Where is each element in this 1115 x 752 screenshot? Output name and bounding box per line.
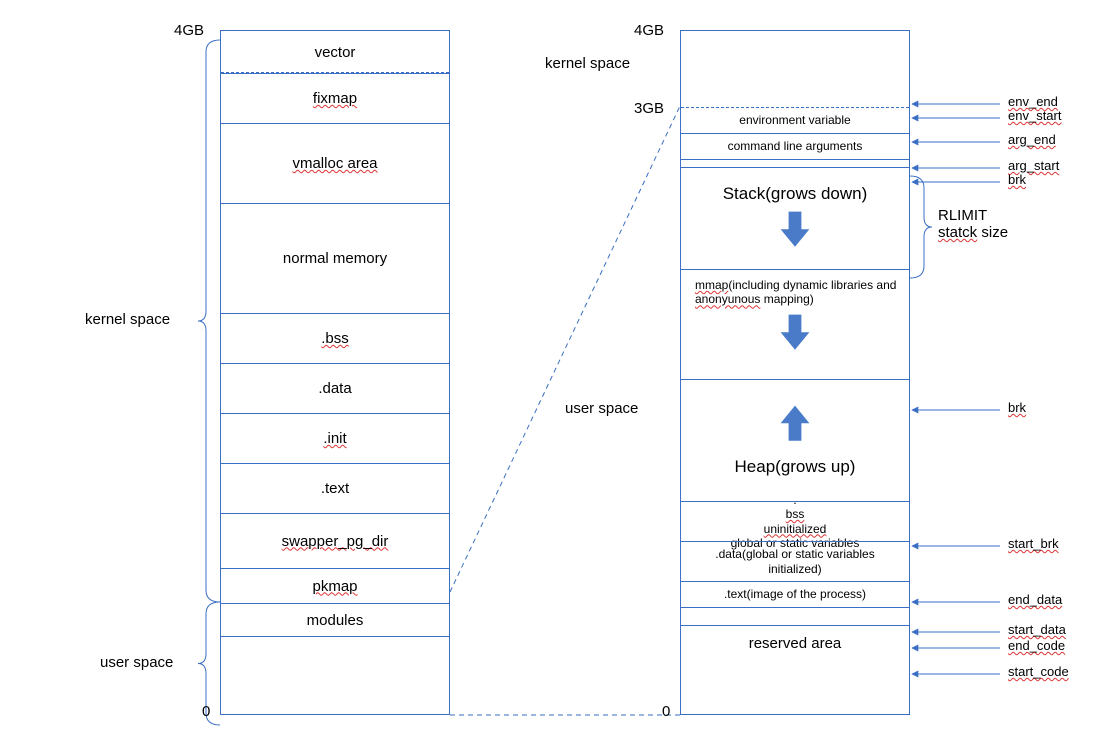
left-4gb-label: 4GB bbox=[174, 22, 204, 39]
right-3gb-label: 3GB bbox=[634, 100, 664, 117]
left-seg-.data: .data bbox=[221, 363, 449, 413]
right-seg-7: Heap(grows up) bbox=[681, 379, 909, 501]
left-seg-.text: .text bbox=[221, 463, 449, 513]
ptr-label-start_data-8: start_data bbox=[1008, 622, 1066, 637]
left-seg-.init: .init bbox=[221, 413, 449, 463]
right-user-space-label: user space bbox=[565, 400, 638, 417]
left-user-space-label: user space bbox=[100, 654, 173, 671]
ptr-label-env_start-1: env_start bbox=[1008, 108, 1061, 123]
right-4gb-label: 4GB bbox=[634, 22, 664, 39]
right-seg-9: .data(global or static variables initial… bbox=[681, 541, 909, 581]
right-seg-2: command line arguments bbox=[681, 133, 909, 159]
left-seg-swapper_pg_dir: swapper_pg_dir bbox=[221, 513, 449, 568]
right-seg-8: .bss uninitialized global or static vari… bbox=[681, 501, 909, 541]
left-seg-gap bbox=[221, 636, 449, 716]
left-seg-fixmap: fixmap bbox=[221, 73, 449, 123]
rlimit-label: RLIMITstatck size bbox=[938, 207, 1008, 241]
right-seg-4: Stack(grows down) bbox=[681, 167, 909, 269]
left-seg-modules: modules bbox=[221, 603, 449, 636]
left-seg-normal memory: normal memory bbox=[221, 203, 449, 313]
ptr-label-arg_end-2: arg_end bbox=[1008, 132, 1056, 147]
right-seg-11 bbox=[681, 607, 909, 625]
diagram-root: vectorfixmapvmalloc areanormal memory.bs… bbox=[20, 20, 1095, 732]
ptr-label-env_end-0: env_end bbox=[1008, 94, 1058, 109]
right-seg-6 bbox=[681, 369, 909, 379]
ptr-label-start_brk-6: start_brk bbox=[1008, 536, 1059, 551]
ptr-label-end_data-7: end_data bbox=[1008, 592, 1062, 607]
left-seg-vector: vector bbox=[221, 31, 449, 73]
left-seg-vmalloc area: vmalloc area bbox=[221, 123, 449, 203]
right-seg-0 bbox=[681, 31, 909, 107]
ptr-label-arg_start-3: arg_start bbox=[1008, 158, 1059, 173]
right-seg-12: reserved area bbox=[681, 625, 909, 661]
left-0-label: 0 bbox=[202, 703, 210, 720]
right-seg-5: mmap(including dynamic libraries and ano… bbox=[681, 269, 909, 369]
right-memory-column: environment variablecommand line argumen… bbox=[680, 30, 910, 715]
ptr-label-end_code-9: end_code bbox=[1008, 638, 1065, 653]
right-kernel-space-label: kernel space bbox=[545, 55, 630, 72]
ptr-label-brk-4: brk bbox=[1008, 172, 1026, 187]
left-kernel-space-label: kernel space bbox=[85, 311, 170, 328]
ptr-label-brk-5: brk bbox=[1008, 400, 1026, 415]
left-seg-.bss: .bss bbox=[221, 313, 449, 363]
arrow-up-icon bbox=[779, 404, 811, 447]
right-seg-3 bbox=[681, 159, 909, 167]
ptr-label-start_code-10: start_code bbox=[1008, 664, 1069, 679]
right-seg-1: environment variable bbox=[681, 107, 909, 133]
left-memory-column: vectorfixmapvmalloc areanormal memory.bs… bbox=[220, 30, 450, 715]
right-0-label: 0 bbox=[662, 703, 670, 720]
left-seg-pkmap: pkmap bbox=[221, 568, 449, 603]
right-seg-10: .text(image of the process) bbox=[681, 581, 909, 607]
arrow-down-icon bbox=[779, 210, 811, 253]
overlay-svg bbox=[20, 20, 1095, 732]
arrow-down-icon bbox=[779, 313, 811, 355]
